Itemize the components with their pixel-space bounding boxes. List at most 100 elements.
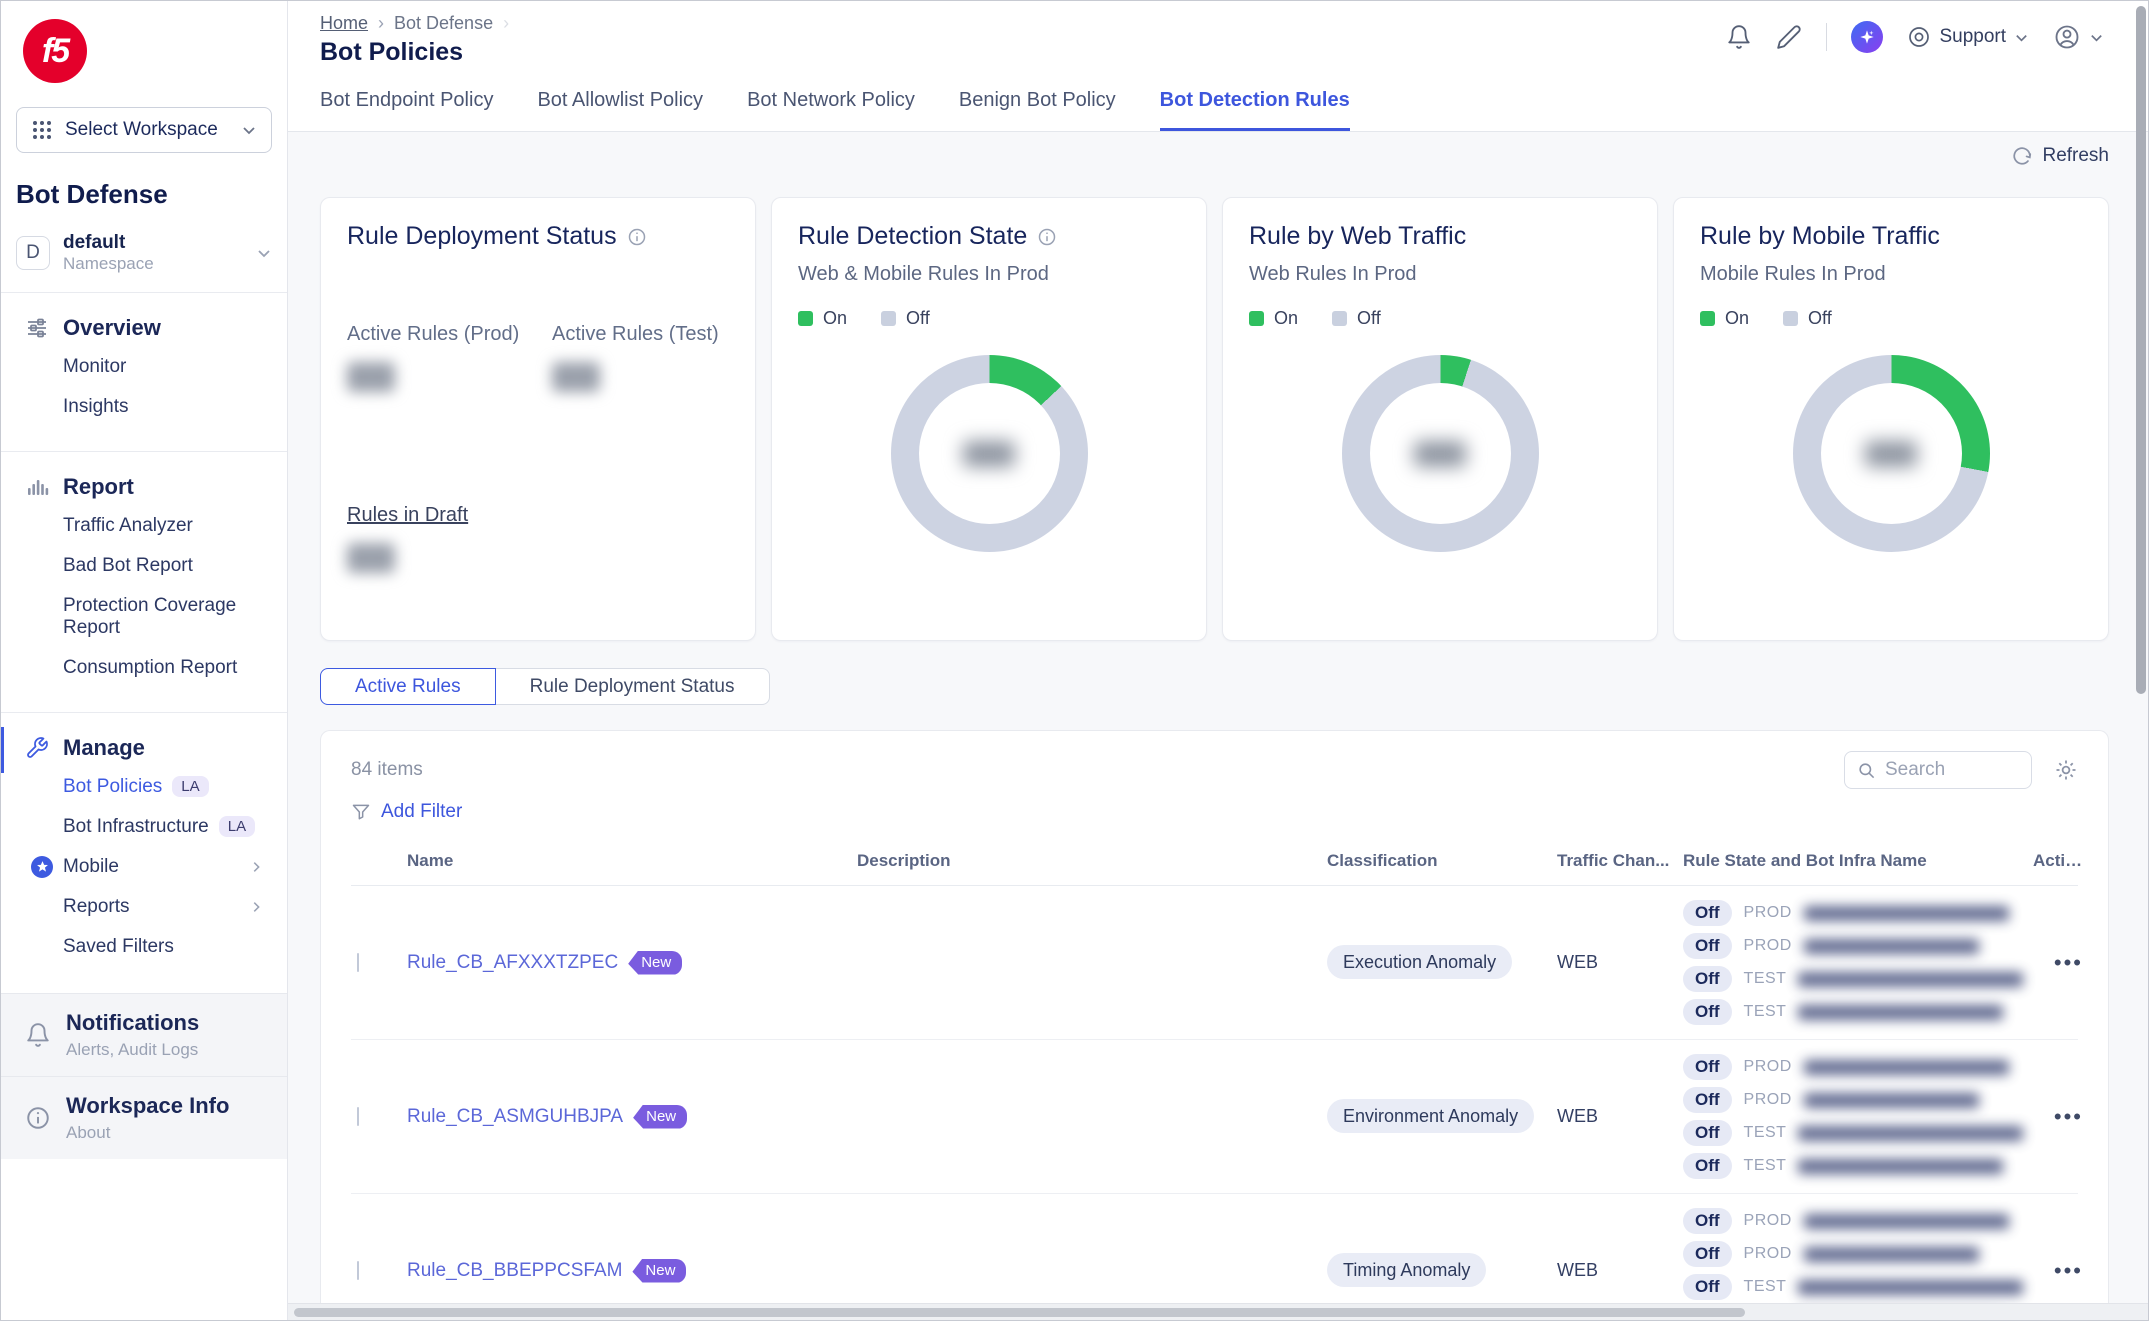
- breadcrumb-home-link[interactable]: Home: [320, 13, 368, 34]
- table-row: Rule_CB_ASMGUHBJPA New Environment Anoma…: [351, 1040, 2078, 1194]
- row-checkbox[interactable]: [357, 953, 359, 972]
- column-header-classification[interactable]: Classification: [1327, 851, 1557, 871]
- policy-tabs: Bot Endpoint Policy Bot Allowlist Policy…: [288, 73, 2148, 132]
- rule-name-link[interactable]: Rule_CB_AFXXXTZPEC: [407, 952, 618, 974]
- legend-off-swatch: [881, 311, 896, 326]
- tab-bot-detection-rules[interactable]: Bot Detection Rules: [1160, 89, 1350, 131]
- state-badge: Off: [1683, 1208, 1732, 1234]
- rule-states-cell: OffPROD OffPROD OffTEST OffTEST: [1683, 1208, 2033, 1306]
- sidebar-item-saved-filters[interactable]: Saved Filters: [1, 927, 287, 967]
- redacted-value: [1865, 441, 1917, 467]
- card-title: Rule Detection State: [798, 222, 1027, 251]
- namespace-type-label: Namespace: [63, 254, 154, 274]
- row-actions-menu[interactable]: •••: [2033, 1266, 2083, 1276]
- donut-chart-mobile-traffic: [1793, 355, 1990, 552]
- horizontal-scrollbar-thumb[interactable]: [294, 1308, 1745, 1317]
- chevron-down-icon: [256, 245, 272, 261]
- toggle-rule-deployment-status[interactable]: Rule Deployment Status: [496, 668, 770, 705]
- redacted-infra-name: [1804, 1214, 2009, 1229]
- sidebar-section-manage: Manage Bot Policies LA Bot Infrastructur…: [1, 713, 287, 973]
- rules-in-draft-link[interactable]: Rules in Draft: [347, 504, 729, 527]
- sidebar: f5 Select Workspace Bot Defense D defaul…: [1, 1, 288, 1320]
- pen-icon[interactable]: [1776, 24, 1802, 50]
- select-workspace-label: Select Workspace: [65, 119, 229, 141]
- sidebar-item-mobile[interactable]: Mobile: [1, 847, 287, 887]
- tab-bot-endpoint-policy[interactable]: Bot Endpoint Policy: [320, 89, 493, 131]
- state-badge: Off: [1683, 1241, 1732, 1267]
- support-menu[interactable]: Support: [1907, 25, 2029, 49]
- column-header-description[interactable]: Description: [857, 851, 1327, 871]
- sidebar-item-bot-policies[interactable]: Bot Policies LA: [1, 767, 287, 807]
- search-box[interactable]: [1844, 751, 2032, 789]
- ai-assistant-icon[interactable]: [1851, 21, 1883, 53]
- row-actions-menu[interactable]: •••: [2033, 958, 2083, 968]
- rule-name-link[interactable]: Rule_CB_ASMGUHBJPA: [407, 1106, 623, 1128]
- tab-bot-allowlist-policy[interactable]: Bot Allowlist Policy: [537, 89, 703, 131]
- sidebar-item-report[interactable]: Report: [1, 468, 287, 506]
- redacted-value: [347, 362, 395, 392]
- new-badge: New: [628, 951, 682, 975]
- state-badge: Off: [1683, 966, 1732, 992]
- sidebar-item-manage[interactable]: Manage: [1, 729, 287, 767]
- namespace-selector[interactable]: D default Namespace: [16, 232, 272, 274]
- rule-name-link[interactable]: Rule_CB_BBEPPCSFAM: [407, 1260, 622, 1282]
- horizontal-scrollbar[interactable]: [288, 1303, 2148, 1320]
- chevron-down-icon: [2014, 30, 2029, 45]
- content-area: Refresh Rule Deployment Status Active Ru…: [288, 132, 2148, 1320]
- tab-benign-bot-policy[interactable]: Benign Bot Policy: [959, 89, 1116, 131]
- card-rule-deployment-status: Rule Deployment Status Active Rules (Pro…: [320, 197, 756, 641]
- sidebar-item-workspace-info[interactable]: Workspace Info About: [1, 1076, 287, 1159]
- support-label: Support: [1939, 26, 2006, 48]
- sidebar-item-notifications[interactable]: Notifications Alerts, Audit Logs: [1, 993, 287, 1076]
- notifications-bell-icon[interactable]: [1726, 24, 1752, 50]
- chevron-down-icon: [241, 122, 257, 138]
- info-icon[interactable]: [1037, 227, 1057, 247]
- column-header-rule-state[interactable]: Rule State and Bot Infra Name: [1683, 851, 2033, 871]
- legend-off-swatch: [1332, 311, 1347, 326]
- toggle-active-rules[interactable]: Active Rules: [320, 668, 496, 705]
- account-menu[interactable]: [2053, 23, 2104, 51]
- search-input[interactable]: [1885, 759, 2005, 781]
- state-badge: Off: [1683, 1087, 1732, 1113]
- sidebar-item-consumption-report[interactable]: Consumption Report: [1, 648, 287, 688]
- items-count: 84 items: [351, 759, 423, 781]
- row-checkbox[interactable]: [357, 1107, 359, 1126]
- redacted-infra-name: [1798, 1126, 2023, 1141]
- traffic-channel-cell: WEB: [1557, 1106, 1683, 1127]
- tab-bot-network-policy[interactable]: Bot Network Policy: [747, 89, 915, 131]
- sidebar-item-monitor[interactable]: Monitor: [1, 347, 287, 387]
- sidebar-item-protection-coverage-report[interactable]: Protection Coverage Report: [1, 586, 287, 648]
- classification-badge: Timing Anomaly: [1327, 1253, 1486, 1287]
- sidebar-item-bot-infrastructure[interactable]: Bot Infrastructure LA: [1, 807, 287, 847]
- new-badge: New: [633, 1105, 687, 1129]
- column-header-name[interactable]: Name: [407, 851, 857, 871]
- sidebar-item-overview[interactable]: Overview: [1, 309, 287, 347]
- chevron-down-icon: [2089, 30, 2104, 45]
- star-icon: [31, 856, 53, 878]
- add-filter-button[interactable]: Add Filter: [351, 801, 462, 823]
- sidebar-item-reports[interactable]: Reports: [1, 887, 287, 927]
- gear-icon[interactable]: [2054, 758, 2078, 782]
- view-toggle: Active Rules Rule Deployment Status: [320, 668, 2109, 705]
- card-title: Rule by Mobile Traffic: [1700, 222, 1940, 251]
- redacted-infra-name: [1798, 1280, 2023, 1295]
- traffic-channel-cell: WEB: [1557, 1260, 1683, 1281]
- sidebar-item-traffic-analyzer[interactable]: Traffic Analyzer: [1, 506, 287, 546]
- redacted-infra-name: [1804, 906, 2009, 921]
- bell-icon: [25, 1010, 51, 1060]
- row-checkbox[interactable]: [357, 1261, 359, 1280]
- column-header-traffic-channel[interactable]: Traffic Chan...: [1557, 851, 1683, 871]
- funnel-icon: [351, 802, 371, 822]
- info-icon[interactable]: [627, 227, 647, 247]
- card-title: Rule by Web Traffic: [1249, 222, 1466, 251]
- table-row: Rule_CB_BBEPPCSFAM New Timing Anomaly WE…: [351, 1194, 2078, 1306]
- state-badge: Off: [1683, 999, 1732, 1025]
- vertical-scrollbar-thumb[interactable]: [2136, 6, 2146, 694]
- select-workspace-button[interactable]: Select Workspace: [16, 107, 272, 153]
- sidebar-item-insights[interactable]: Insights: [1, 387, 287, 427]
- sidebar-item-bad-bot-report[interactable]: Bad Bot Report: [1, 546, 287, 586]
- refresh-button[interactable]: Refresh: [2011, 145, 2109, 167]
- row-actions-menu[interactable]: •••: [2033, 1112, 2083, 1122]
- card-subtitle: Web & Mobile Rules In Prod: [798, 263, 1180, 286]
- search-icon: [1857, 761, 1876, 780]
